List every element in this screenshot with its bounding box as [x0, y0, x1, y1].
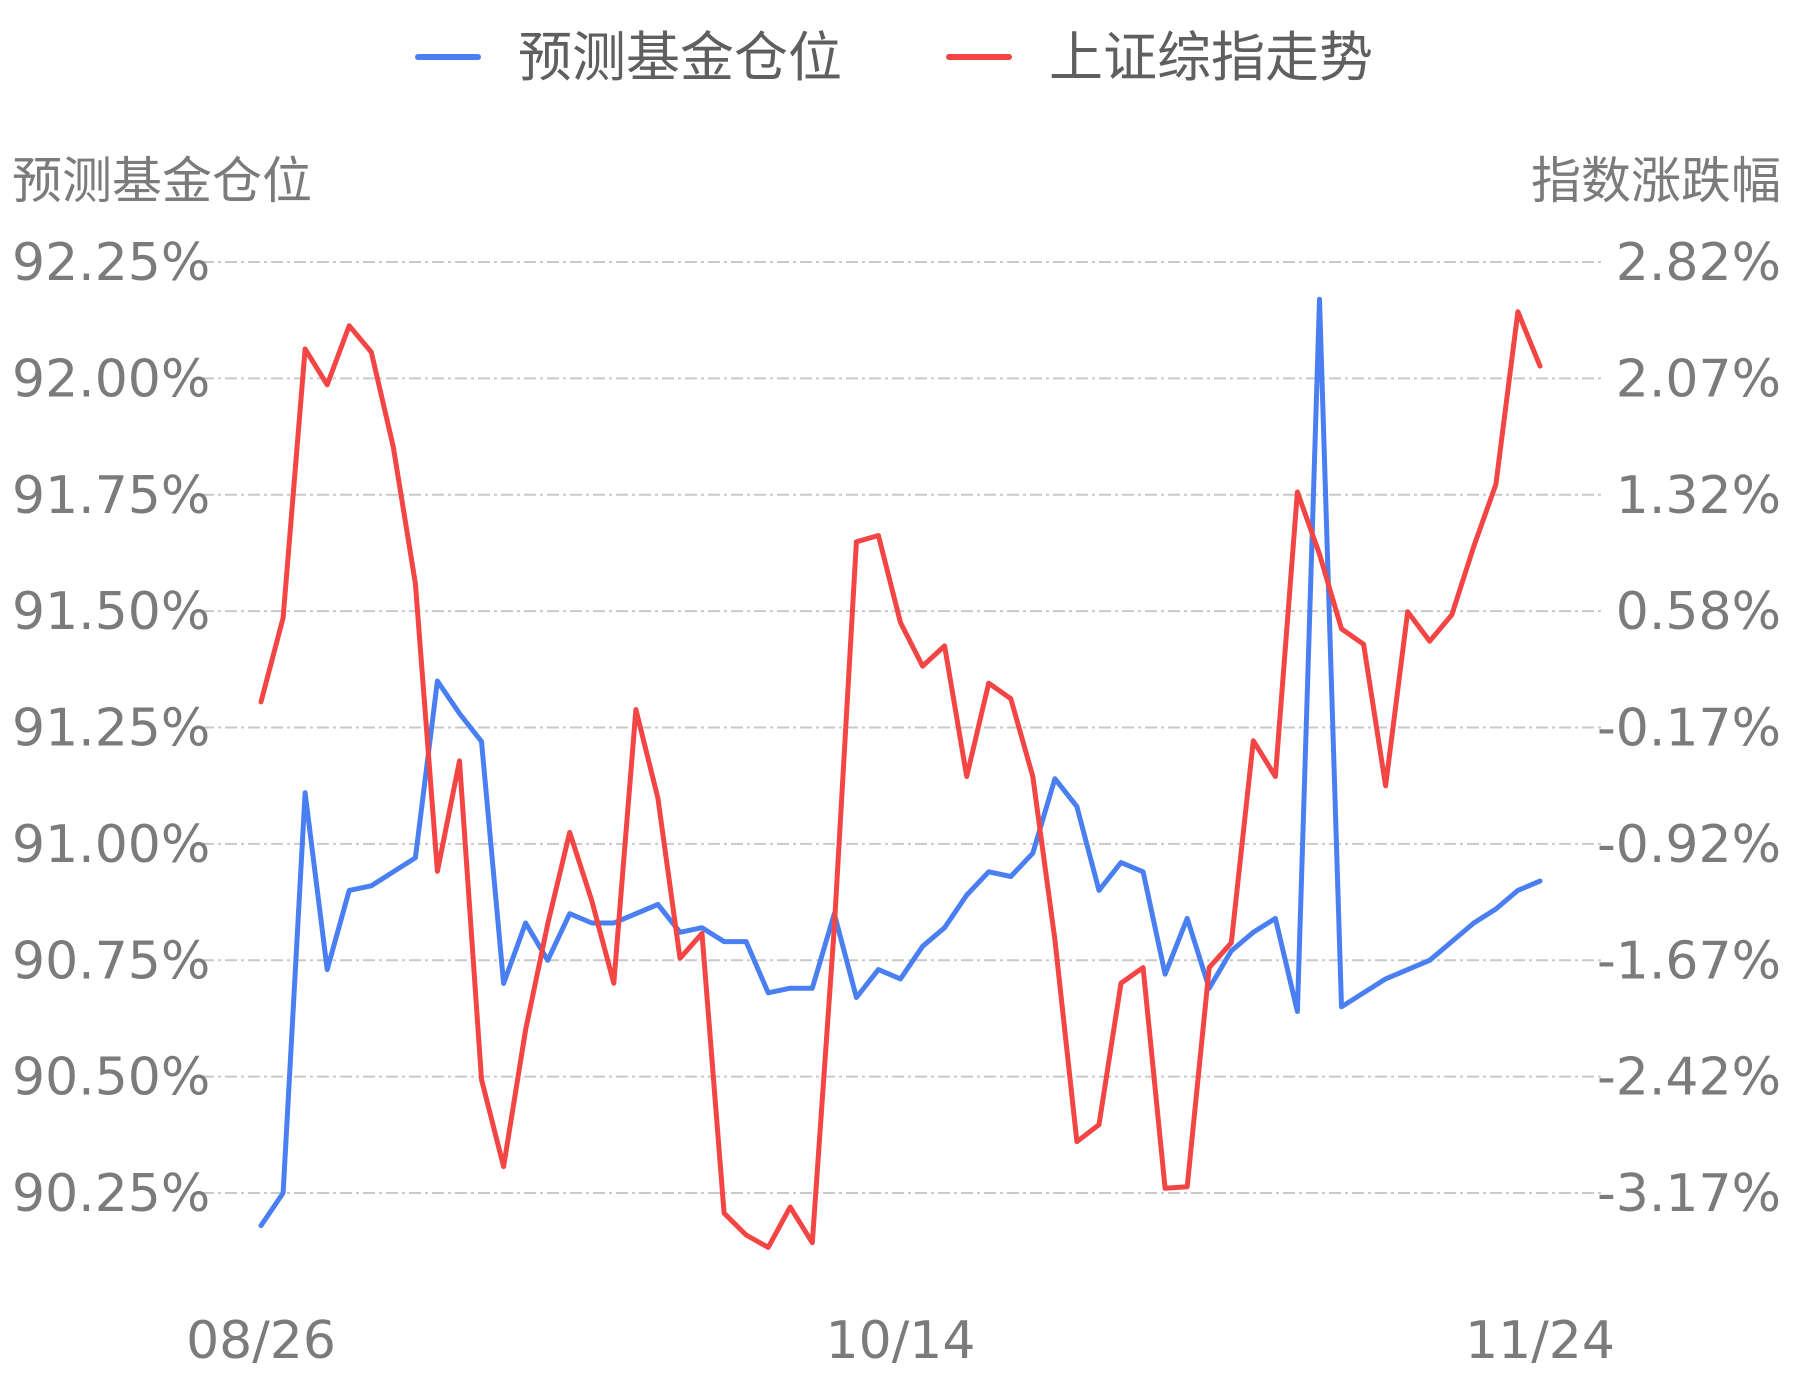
- right-axis-tick-label: 2.82%: [1616, 233, 1781, 293]
- gridlines: [202, 261, 1602, 1194]
- right-axis-tick-label: -2.42%: [1597, 1048, 1781, 1108]
- right-axis-tick-label: 1.32%: [1616, 466, 1781, 526]
- left-axis-tick-label: 91.25%: [12, 699, 210, 759]
- right-axis-tick-label: -0.17%: [1597, 699, 1781, 759]
- x-axis-ticks: 08/26 10/14 11/24: [186, 1311, 1615, 1371]
- right-axis-tick-label: -0.92%: [1597, 815, 1781, 875]
- legend-label-shanghai-index: 上证综指走势: [1049, 26, 1373, 89]
- right-axis-tick-label: -3.17%: [1597, 1164, 1781, 1224]
- left-axis-title: 预测基金仓位: [12, 152, 312, 210]
- left-axis-tick-label: 90.50%: [12, 1048, 210, 1108]
- right-axis-tick-label: 0.58%: [1616, 582, 1781, 642]
- x-axis-tick-label: 08/26: [186, 1311, 336, 1371]
- x-axis-tick-label: 11/24: [1465, 1311, 1615, 1371]
- left-axis-tick-label: 90.25%: [12, 1164, 210, 1224]
- right-axis-tick-label: -1.67%: [1597, 931, 1781, 991]
- right-axis-ticks: 2.82% 2.07% 1.32% 0.58% -0.17% -0.92% -1.67% -2…: [1597, 233, 1781, 1224]
- left-axis-tick-label: 91.00%: [12, 815, 210, 875]
- left-axis-tick-label: 91.50%: [12, 582, 210, 642]
- left-axis-tick-label: 90.75%: [12, 931, 210, 991]
- series-line-fund-position: [258, 296, 1543, 1229]
- left-axis-tick-label: 92.25%: [12, 233, 210, 293]
- series-lines: [258, 296, 1543, 1250]
- x-axis-tick-label: 10/14: [826, 1311, 976, 1371]
- series-line-shanghai-index: [258, 309, 1543, 1250]
- right-axis-title: 指数涨跌幅: [1531, 152, 1781, 210]
- legend-label-fund-position: 预测基金仓位: [518, 26, 842, 89]
- right-axis-tick-label: 2.07%: [1616, 349, 1781, 409]
- left-axis-tick-label: 91.75%: [12, 466, 210, 526]
- left-axis-tick-label: 92.00%: [12, 349, 210, 409]
- legend: 预测基金仓位 上证综指走势: [415, 26, 1373, 89]
- left-axis-ticks: 92.25% 92.00% 91.75% 91.50% 91.25% 91.00% 90.7…: [12, 233, 210, 1224]
